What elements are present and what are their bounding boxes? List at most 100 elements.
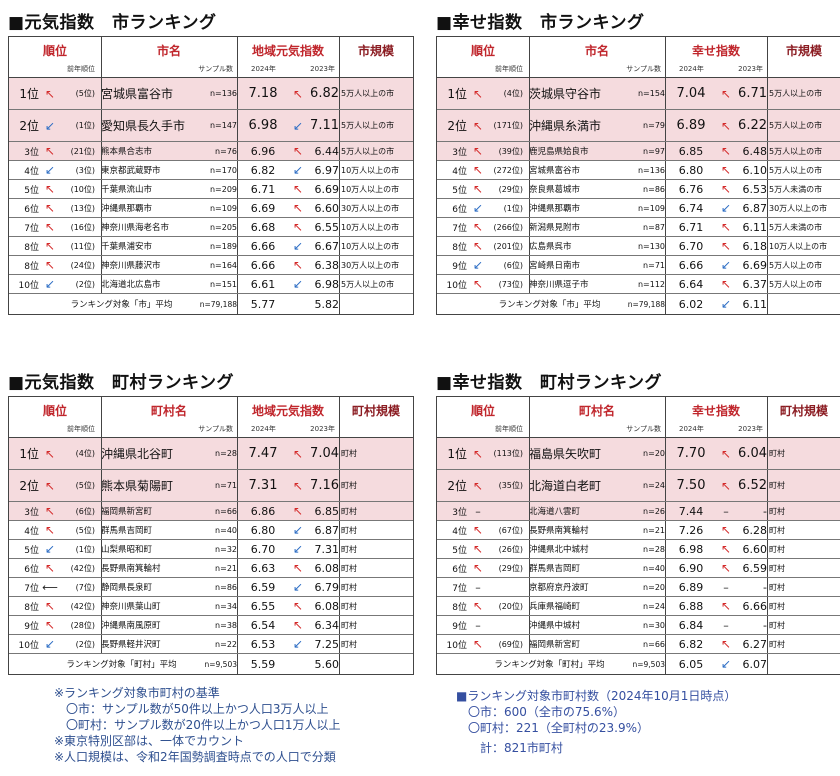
table-row: 6位 ↖ (29位) 群馬県吉岡町 n=40 6.90 ↖ 6.59 町村 bbox=[437, 559, 840, 578]
column-divider bbox=[665, 521, 666, 539]
column-divider bbox=[101, 540, 102, 558]
score-2023-cell: 6.22 bbox=[738, 118, 767, 133]
section-title-happy-city: ■幸せ指数 市ランキング bbox=[436, 13, 645, 33]
table-row: 9位 – 沖縄県中城村 n=30 6.84– - 町村 bbox=[437, 616, 840, 635]
note-line: ■ランキング対象市町村数（2024年10月1日時点） bbox=[456, 689, 737, 703]
scale-cell: 町村 bbox=[341, 639, 357, 649]
name-header-label: 町村名 bbox=[578, 404, 615, 418]
arrow-up-left-icon: ↖ bbox=[44, 201, 56, 215]
rank-cell: 3位 bbox=[452, 147, 467, 158]
rank-cell: 3位 bbox=[452, 507, 467, 518]
column-divider bbox=[529, 438, 530, 469]
name-cell: 広島県呉市 bbox=[529, 242, 572, 252]
column-divider bbox=[665, 37, 666, 77]
arrow-up-left-icon: ↖ bbox=[44, 220, 56, 234]
name-cell: 神奈川県葉山町 bbox=[101, 602, 161, 612]
rank-cell: 1位 bbox=[19, 447, 39, 461]
score-2024-cell: 6.66 bbox=[250, 239, 276, 253]
score-2023-cell: 6.67 bbox=[314, 239, 340, 253]
column-divider bbox=[237, 294, 238, 314]
scale-cell: 10万人以上の市 bbox=[341, 241, 400, 251]
prev-rank-cell: (42位) bbox=[70, 563, 95, 573]
column-divider bbox=[665, 161, 666, 179]
score-2024-cell: 6.76 bbox=[678, 182, 704, 196]
scale-cell: 町村 bbox=[769, 601, 785, 611]
prev-rank-label: 前年順位 bbox=[495, 65, 523, 73]
scale-cell: 町村 bbox=[769, 481, 785, 490]
column-divider bbox=[101, 616, 102, 634]
arrow-up-left-icon: ↖ bbox=[472, 118, 484, 133]
score-2024-cell: 6.05 bbox=[678, 657, 704, 671]
sample-count-cell: n=40 bbox=[643, 563, 665, 573]
year-2024-label: 2024年 bbox=[251, 425, 276, 433]
table-row: 1位 ↖ (113位) 福島県矢吹町 n=20 7.70 ↖ 6.04 町村 bbox=[437, 438, 840, 470]
score-2023-cell: 6.79 bbox=[314, 580, 340, 594]
score-2024-cell: 6.66 bbox=[678, 258, 704, 272]
name-header-label: 市名 bbox=[156, 44, 181, 58]
prev-rank-cell: (6位) bbox=[75, 506, 95, 516]
score-2023-cell: 6.71 bbox=[738, 86, 767, 101]
prev-rank-cell: (272位) bbox=[493, 165, 523, 175]
column-divider bbox=[767, 78, 768, 109]
arrow-up-left-icon: ↖ bbox=[720, 478, 732, 493]
arrow-down-left-icon: ↙ bbox=[720, 657, 732, 671]
rank-header: 順位 前年順位 bbox=[437, 397, 529, 437]
name-cell: 神奈川県藤沢市 bbox=[101, 261, 161, 271]
prev-rank-cell: (2位) bbox=[75, 279, 95, 289]
year-2024-label: 2024年 bbox=[679, 425, 704, 433]
column-divider bbox=[237, 110, 238, 141]
name-cell: 福岡県新宮町 bbox=[529, 640, 581, 650]
score-2023-cell: 6.08 bbox=[314, 561, 340, 575]
sample-count-cell: n=209 bbox=[209, 184, 237, 194]
rank-cell: 10位 bbox=[446, 280, 467, 291]
arrow-up-left-icon: ↖ bbox=[472, 599, 484, 613]
name-cell: 長野県軽井沢町 bbox=[101, 640, 161, 650]
sample-count-cell: n=76 bbox=[215, 146, 237, 156]
table-row: 4位 ↙ (3位) 東京都武蔵野市 n=170 6.82 ↙ 6.97 10万人以上の市 bbox=[9, 161, 413, 180]
average-row: ランキング対象「町村」平均 n=9,503 6.05 ↙ 6.07 bbox=[437, 654, 840, 674]
column-divider bbox=[529, 237, 530, 255]
score-2023-cell: 6.08 bbox=[314, 599, 340, 613]
score-2024-cell: 6.80 bbox=[250, 523, 276, 537]
name-cell: 熊本県菊陽町 bbox=[101, 479, 174, 493]
column-divider bbox=[529, 635, 530, 653]
column-divider bbox=[767, 502, 768, 520]
column-divider bbox=[339, 142, 340, 160]
rank-cell: 4位 bbox=[452, 526, 467, 537]
name-cell: 新潟県見附市 bbox=[529, 223, 581, 233]
score-2024-cell: 6.68 bbox=[250, 220, 276, 234]
sample-count-cell: n=130 bbox=[637, 241, 665, 251]
table-row: 3位 ↖ (21位) 熊本県合志市 n=76 6.96 ↖ 6.44 5万人以上の市 bbox=[9, 142, 413, 161]
prev-rank-cell: (1位) bbox=[503, 203, 523, 213]
rank-cell: 4位 bbox=[24, 166, 39, 177]
column-divider bbox=[665, 397, 666, 437]
arrow-up-left-icon: ↖ bbox=[720, 637, 732, 651]
prev-rank-cell: (24位) bbox=[70, 260, 95, 270]
arrow-down-left-icon: ↙ bbox=[44, 163, 56, 177]
name-cell: 鹿児島県姶良市 bbox=[529, 147, 589, 157]
column-divider bbox=[339, 540, 340, 558]
column-divider bbox=[237, 470, 238, 501]
scale-header: 市規模 bbox=[339, 37, 413, 77]
column-divider bbox=[665, 470, 666, 501]
section-title-genki-town: ■元気指数 町村ランキング bbox=[8, 373, 235, 393]
average-label: ランキング対象「町村」平均 bbox=[494, 660, 605, 670]
dash-icon: – bbox=[723, 504, 729, 518]
arrow-down-left-icon: ↙ bbox=[720, 258, 732, 272]
score-2024-cell: 6.02 bbox=[678, 297, 704, 311]
table-row: 8位 ↖ (11位) 千葉県浦安市 n=189 6.66 ↙ 6.67 10万人以上の市 bbox=[9, 237, 413, 256]
sample-count-cell: n=66 bbox=[643, 639, 665, 649]
score-2023-cell: 5.60 bbox=[314, 657, 340, 671]
index-header: 地域元気指数 2024年 2023年 bbox=[237, 37, 339, 77]
column-divider bbox=[101, 502, 102, 520]
score-2023-cell: 6.87 bbox=[742, 201, 768, 215]
score-2023-cell: 7.16 bbox=[310, 478, 339, 493]
column-divider bbox=[101, 597, 102, 615]
column-divider bbox=[101, 275, 102, 293]
name-cell: 沖縄県南風原町 bbox=[101, 621, 161, 631]
average-label: ランキング対象「町村」平均 bbox=[66, 660, 177, 670]
scale-cell: 町村 bbox=[341, 620, 357, 630]
scale-cell: 町村 bbox=[769, 582, 785, 592]
scale-cell: 5万人以上の市 bbox=[769, 121, 823, 130]
column-divider bbox=[339, 256, 340, 274]
